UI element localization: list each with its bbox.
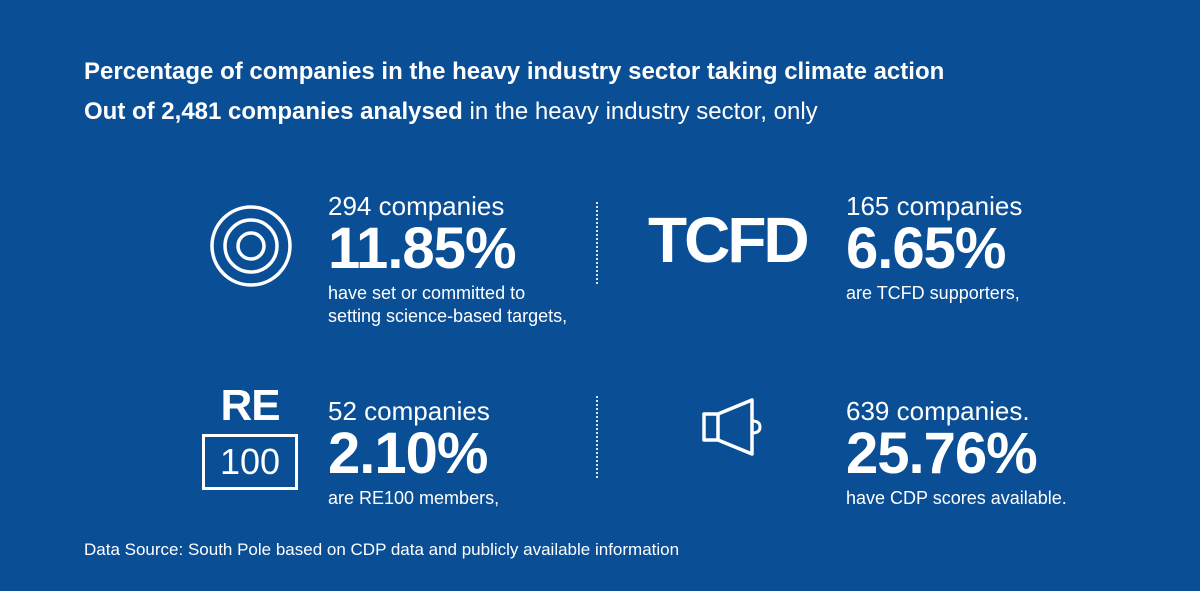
re100-logo-top: RE bbox=[220, 381, 280, 430]
tcfd-percent: 6.65% bbox=[846, 216, 1006, 281]
re100-logo-bottom: 100 bbox=[202, 434, 298, 490]
stat-science-based-targets: 294 companies 11.85% have set or committ… bbox=[328, 192, 578, 328]
sbt-percent: 11.85% bbox=[328, 216, 517, 281]
target-icon bbox=[210, 205, 292, 287]
re100-percent: 2.10% bbox=[328, 421, 488, 486]
re100-count: 52 companies bbox=[328, 396, 490, 426]
divider-bottom bbox=[596, 396, 598, 478]
stat-re100-members: 52 companies 2.10% are RE100 members, bbox=[328, 397, 578, 510]
re100-logo: RE 100 bbox=[202, 384, 298, 490]
cdp-percent: 25.76% bbox=[846, 421, 1038, 486]
page-subtitle: Out of 2,481 companies analysed in the h… bbox=[84, 98, 818, 126]
divider-top bbox=[596, 202, 598, 284]
tcfd-count: 165 companies bbox=[846, 191, 1023, 221]
cdp-count: 639 companies. bbox=[846, 396, 1030, 426]
tcfd-description: are TCFD supporters, bbox=[846, 283, 1020, 303]
cdp-description: have CDP scores available. bbox=[846, 488, 1067, 508]
sbt-count: 294 companies bbox=[328, 191, 505, 221]
sbt-description: have set or committed to setting science… bbox=[328, 283, 568, 326]
subtitle-text: in the heavy industry sector, only bbox=[462, 98, 818, 125]
speaker-icon bbox=[702, 398, 762, 456]
subtitle-emphasis: Out of 2,481 companies analysed bbox=[84, 98, 463, 125]
re100-description: are RE100 members, bbox=[328, 488, 500, 508]
data-source: Data Source: South Pole based on CDP dat… bbox=[84, 540, 680, 559]
page-title: Percentage of companies in the heavy ind… bbox=[84, 58, 945, 85]
stat-cdp-scores: 639 companies. 25.76% have CDP scores av… bbox=[846, 397, 1146, 510]
stat-tcfd-supporters: 165 companies 6.65% are TCFD supporters, bbox=[846, 192, 1146, 305]
tcfd-logo: TCFD bbox=[648, 204, 810, 276]
